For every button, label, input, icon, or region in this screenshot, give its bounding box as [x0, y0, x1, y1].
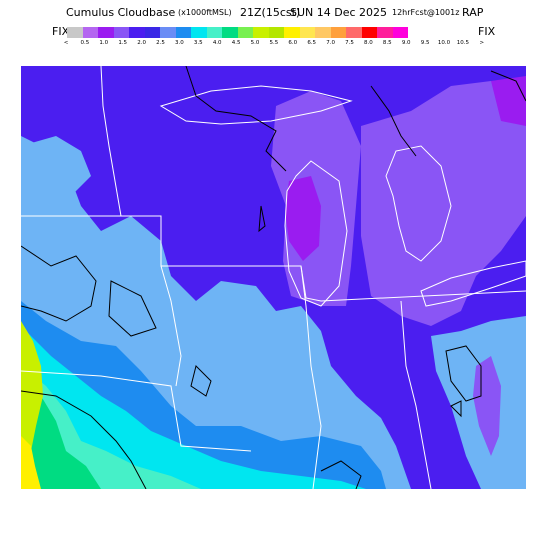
state-line	[21, 370, 252, 452]
color-scale-tick: 8.5	[382, 40, 392, 46]
field-yellow-green-southwest	[21, 321, 43, 476]
color-scale-tick: 8.0	[364, 40, 373, 46]
field-yellow-corner	[21, 436, 41, 489]
color-scale-tick: 2.5	[156, 40, 165, 46]
contour-line	[450, 400, 462, 418]
contour-line	[320, 460, 362, 489]
color-scale-tick: 10.5	[456, 40, 470, 46]
color-swatch	[191, 27, 207, 38]
model-name: RAP	[462, 6, 484, 19]
color-scale-tick: 9.0	[401, 40, 411, 46]
color-scale-bar	[67, 27, 408, 38]
forecast-label: 12hrFcst@1001z	[392, 8, 460, 17]
valid-hour: 21Z(15cst)	[240, 6, 301, 19]
color-swatch	[113, 27, 129, 38]
contour-line	[21, 245, 97, 322]
color-swatch	[67, 27, 83, 38]
color-swatch	[253, 27, 269, 38]
color-scale-tick: 9.5	[420, 40, 430, 46]
lake-huron-shore	[385, 145, 452, 262]
color-swatch	[346, 27, 362, 38]
color-swatch	[284, 27, 300, 38]
lake-superior-shore	[159, 85, 353, 125]
color-swatch	[377, 27, 393, 38]
product-name: Cumulus Cloudbase	[66, 6, 176, 19]
color-scale-tick: 3.0	[175, 40, 184, 46]
color-scale-tick: >	[479, 40, 485, 46]
cloudbase-map	[21, 66, 526, 489]
color-scale-tick: 4.0	[212, 40, 222, 46]
field-light-blue-north-west	[21, 136, 91, 216]
contour-lines	[21, 66, 526, 489]
color-scale-tick: 10.0	[437, 40, 451, 46]
color-swatch	[222, 27, 238, 38]
color-scale-tick: 5.5	[269, 40, 279, 46]
color-scale-tick: 7.0	[326, 40, 335, 46]
contour-line	[108, 280, 157, 337]
fix-left-label: FIX	[52, 25, 70, 38]
color-swatch	[268, 27, 284, 38]
color-swatch	[98, 27, 114, 38]
color-swatch	[160, 27, 176, 38]
field-violet-east	[361, 81, 526, 326]
fix-right-label: FIX	[478, 25, 496, 38]
color-swatch	[82, 27, 98, 38]
color-scale-tick: 7.5	[345, 40, 354, 46]
color-scale-tick: 1.0	[99, 40, 109, 46]
color-swatch	[361, 27, 377, 38]
valid-date: SUN 14 Dec 2025	[290, 6, 388, 19]
color-scale-ticks: <0.5 1.0 1.5 2.0 2.5 3.0 3.5 4.0 4.5 5.0 5.5 6.0 6.5…	[58, 40, 488, 50]
color-swatch	[129, 27, 145, 38]
color-swatch	[299, 27, 315, 38]
state-line	[160, 265, 182, 387]
contour-line	[21, 390, 147, 489]
state-line	[400, 300, 432, 489]
contour-line	[445, 345, 482, 402]
color-scale-tick: 6.0	[288, 40, 298, 46]
color-swatch	[330, 27, 346, 38]
color-scale-tick: 3.5	[193, 40, 203, 46]
field-bright-violet-lake-michigan	[285, 176, 321, 261]
contour-line	[490, 70, 526, 102]
color-swatch	[175, 27, 191, 38]
state-line	[300, 265, 322, 489]
color-scale-tick: 4.5	[231, 40, 241, 46]
color-scale-tick: 1.5	[118, 40, 128, 46]
field-violet-northeast-corner	[491, 76, 526, 126]
lake-michigan-shore	[284, 160, 348, 307]
color-scale-tick: 6.5	[307, 40, 317, 46]
units-label: (x1000ftMSL)	[178, 8, 232, 17]
state-boundaries	[21, 66, 526, 489]
color-swatch	[237, 27, 253, 38]
color-scale-tick: 2.0	[137, 40, 146, 46]
color-scale-tick: 0.5	[80, 40, 90, 46]
contour-line	[185, 66, 287, 172]
chart-title: Cumulus Cloudbase (x1000ftMSL) 21Z(15cst…	[0, 6, 548, 20]
state-line	[100, 66, 122, 217]
color-scale-tick: 5.0	[250, 40, 260, 46]
color-scale-tick: <	[63, 40, 69, 46]
lake-erie-shore	[420, 260, 526, 307]
color-swatch	[392, 27, 408, 38]
color-swatch	[144, 27, 160, 38]
field-cyan-southwest	[21, 326, 366, 489]
color-swatch	[315, 27, 331, 38]
contour-line	[258, 205, 266, 233]
contour-line	[190, 365, 212, 397]
color-swatch	[206, 27, 222, 38]
field-violet-southeast-strip	[473, 356, 501, 456]
contour-line	[370, 85, 417, 157]
